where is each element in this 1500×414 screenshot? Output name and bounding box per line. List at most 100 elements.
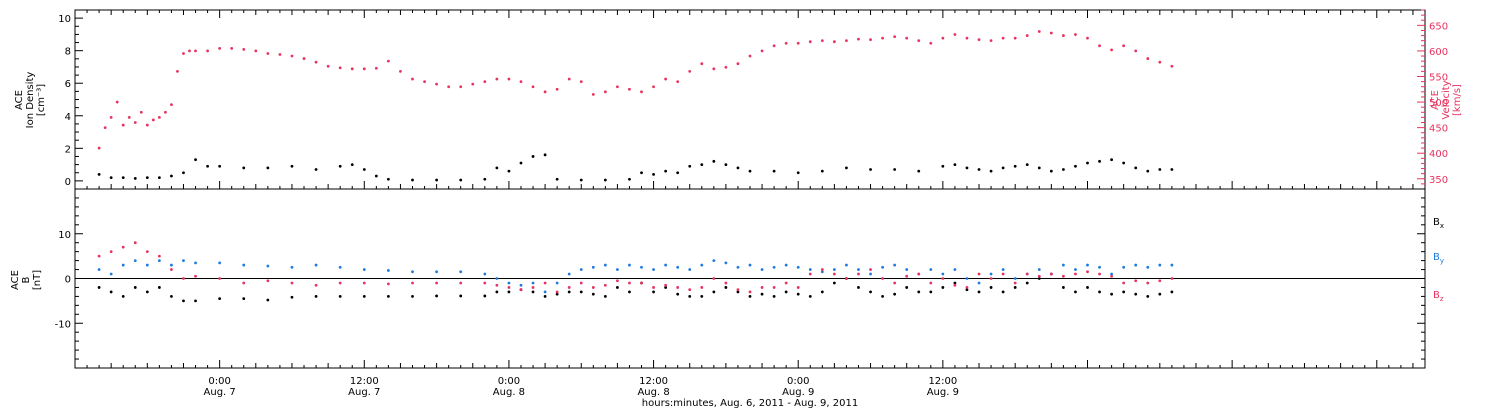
bx-point <box>97 286 101 289</box>
density-point <box>869 168 872 171</box>
bz-point <box>314 283 318 287</box>
bx-point <box>133 286 137 289</box>
by-point <box>857 268 860 271</box>
velocity-point <box>1001 36 1005 40</box>
by-point <box>893 263 897 267</box>
density-point <box>1158 168 1162 171</box>
bx-point <box>724 286 728 289</box>
velocity-point <box>531 85 535 89</box>
b-axis-title: ACE <box>10 270 21 290</box>
density-point <box>206 164 209 168</box>
bz-point <box>664 283 668 287</box>
density-point <box>182 171 185 175</box>
velocity-point <box>127 116 131 119</box>
by-point <box>712 259 716 262</box>
density-point <box>386 177 390 181</box>
bx-point <box>157 286 161 289</box>
bz-point <box>977 272 981 276</box>
density-point <box>543 153 547 157</box>
bx-point <box>1037 277 1041 280</box>
by-point <box>495 277 499 280</box>
by-point <box>133 259 137 262</box>
density-point <box>640 171 643 175</box>
bx-point <box>579 290 583 294</box>
density-point <box>1134 166 1138 170</box>
by-point <box>953 268 957 271</box>
velocity-point <box>567 77 571 81</box>
bz-point <box>1098 272 1101 276</box>
velocity-point <box>700 62 704 66</box>
velocity-point <box>164 110 167 114</box>
x-tick-time-label: 0:00 <box>208 376 230 387</box>
velocity-point <box>1061 34 1065 37</box>
bx-point <box>531 290 535 294</box>
velocity-point <box>941 36 945 40</box>
bx-point <box>1086 286 1089 289</box>
velocity-axis-title: Velocity <box>1441 80 1452 119</box>
x-tick-time-label: 12:00 <box>350 376 379 387</box>
by-point <box>1074 268 1077 271</box>
by-point <box>941 272 945 276</box>
bz-point <box>941 277 945 280</box>
by-point <box>531 281 535 285</box>
velocity-point <box>712 67 716 71</box>
bx-point <box>808 295 812 298</box>
velocity-point <box>254 49 258 53</box>
by-point <box>1146 265 1150 269</box>
bz-point <box>483 281 487 285</box>
bz-point <box>362 281 366 285</box>
density-point <box>941 164 945 168</box>
bz-point <box>953 283 957 287</box>
by-point <box>1110 272 1114 276</box>
bz-point <box>869 268 872 271</box>
by-point <box>784 263 788 267</box>
by-point <box>832 268 836 271</box>
velocity-point <box>242 47 246 51</box>
bx-point <box>495 290 499 294</box>
bx-point <box>760 292 764 296</box>
bx-point <box>435 294 439 298</box>
bx-point <box>543 295 547 298</box>
bz-point <box>338 281 342 285</box>
velocity-point <box>748 54 752 58</box>
density-point <box>555 177 559 181</box>
density-axis-title: [cm⁻³] <box>36 84 47 116</box>
density-axis-title: Ion Density <box>25 72 36 129</box>
bx-point <box>386 295 390 298</box>
velocity-point <box>869 38 872 42</box>
velocity-point <box>591 92 595 96</box>
bx-point <box>109 290 113 294</box>
bx-point <box>555 292 559 296</box>
velocity-point <box>423 80 426 83</box>
velocity-point <box>664 77 668 81</box>
by-point <box>1122 265 1126 269</box>
by-point <box>182 259 185 262</box>
velocity-point <box>188 49 191 53</box>
velocity-point <box>435 82 439 86</box>
velocity-point <box>230 46 234 50</box>
velocity-point <box>374 66 378 70</box>
bz-point <box>1013 281 1017 285</box>
bx-point <box>832 281 836 285</box>
by-point <box>519 283 523 287</box>
bx-point <box>772 295 776 298</box>
by-point <box>507 281 511 285</box>
velocity-point <box>483 80 487 83</box>
velocity-point <box>603 90 607 94</box>
velocity-point <box>206 49 209 53</box>
by-point <box>905 268 909 271</box>
velocity-point <box>109 116 113 119</box>
by-point <box>869 272 872 276</box>
bz-point <box>1037 274 1041 278</box>
velocity-point <box>857 37 860 41</box>
density-point <box>350 163 354 166</box>
by-point <box>929 268 933 271</box>
bz-point <box>531 286 535 289</box>
density-point <box>435 178 439 182</box>
bx-point <box>194 299 197 303</box>
by-point <box>543 290 547 294</box>
velocity-point <box>555 87 559 91</box>
density-point <box>796 171 800 175</box>
by-point <box>459 270 463 274</box>
by-point <box>664 263 668 267</box>
